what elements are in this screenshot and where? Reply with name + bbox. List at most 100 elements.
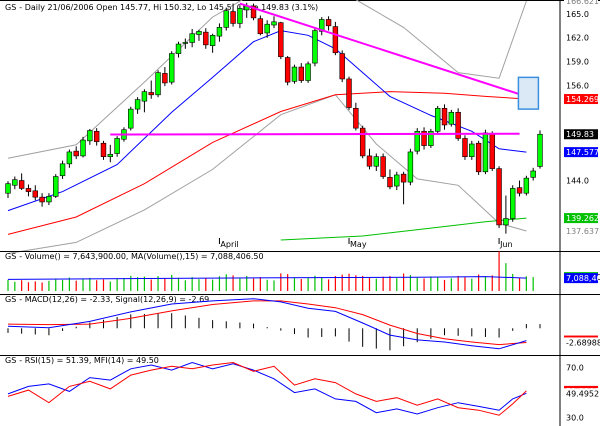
candlestick <box>489 131 495 171</box>
panel-separator <box>0 251 600 252</box>
candle-body <box>400 173 407 183</box>
panel-separator <box>0 0 600 1</box>
candle-body <box>230 11 236 24</box>
header-symbol: GS <box>5 295 16 304</box>
volume-ma-line <box>7 276 527 280</box>
candlestick <box>53 174 59 198</box>
candle-body <box>312 30 318 64</box>
value-tag-box <box>564 129 598 140</box>
candle-body <box>141 91 148 102</box>
header-text: - MACD(12,26) = -2.33, Signal(12,26,9) =… <box>19 295 209 304</box>
y-tick-label: 162.0 <box>566 34 589 43</box>
candle-body <box>346 78 352 108</box>
candlestick <box>223 7 229 31</box>
candle-body <box>366 155 373 167</box>
candle-body <box>182 42 189 44</box>
candlestick <box>428 128 434 148</box>
candle-body <box>462 138 468 158</box>
candle-body <box>66 151 73 165</box>
candlestick <box>448 109 455 127</box>
y-tick-label: 30.0 <box>566 414 584 423</box>
trendline <box>110 132 520 136</box>
candle-body <box>53 176 59 197</box>
candlestick <box>87 128 93 145</box>
candle-body <box>162 73 168 84</box>
candle-body <box>394 174 400 187</box>
rsi-line <box>7 361 527 416</box>
candle-body <box>12 179 18 186</box>
candlestick <box>284 55 291 86</box>
value-tag-text: 149.83 <box>566 130 594 139</box>
value-tag-text: 49.4952 <box>566 389 599 398</box>
candlestick <box>366 148 373 170</box>
bollinger-upper-line <box>7 0 527 159</box>
candlestick <box>523 175 530 196</box>
candle-body <box>93 131 100 142</box>
candlestick <box>516 180 523 197</box>
candlestick <box>196 29 202 41</box>
candlestick <box>141 89 148 113</box>
candle-body <box>18 180 25 189</box>
candle-body <box>298 66 304 81</box>
value-tag-box <box>564 273 598 284</box>
candle-body <box>25 188 32 192</box>
candlestick <box>162 67 168 87</box>
candle-body <box>114 138 120 154</box>
candle-body <box>339 53 345 80</box>
panel-separator <box>0 294 600 295</box>
candle-body <box>237 8 243 24</box>
candlestick <box>394 171 400 191</box>
candlestick <box>237 5 243 29</box>
panel-header: GS - Volume() = 7,643,900.00, MA(Volume()… <box>5 252 264 261</box>
y-tick-label: 70.0 <box>566 364 584 373</box>
value-tag: 149.83 <box>564 129 598 140</box>
candlestick <box>319 17 325 36</box>
candlestick <box>59 160 66 179</box>
candle-body <box>421 131 427 146</box>
candlestick <box>298 63 304 83</box>
candle-body <box>271 21 277 26</box>
value-tag: 147.577 <box>564 147 599 158</box>
candlestick <box>325 16 332 31</box>
candle-body <box>59 163 66 177</box>
candle-body <box>5 183 11 194</box>
header-symbol: GS <box>5 3 16 12</box>
candlestick <box>339 50 345 83</box>
candle-body <box>107 154 114 158</box>
panel-header: GS - MACD(12,26) = -2.33, Signal(12,26,9)… <box>5 295 209 304</box>
candlestick <box>475 140 482 175</box>
candle-body <box>510 188 516 219</box>
highlight-box <box>517 76 540 110</box>
candlestick <box>148 80 154 99</box>
value-tag-box <box>564 94 598 105</box>
value-tag: -2.68988 <box>564 337 600 348</box>
candle-body <box>196 31 202 35</box>
candle-body <box>530 170 536 178</box>
header-symbol: GS <box>5 356 16 365</box>
candle-body <box>475 142 482 173</box>
candlestick <box>312 28 318 67</box>
candlestick <box>189 28 195 48</box>
candle-body <box>503 218 509 226</box>
candlestick <box>155 70 161 98</box>
candlestick <box>100 140 107 160</box>
candlestick <box>421 127 427 150</box>
candlestick <box>305 61 311 83</box>
candlestick <box>32 185 38 201</box>
candle-body <box>448 111 455 125</box>
candlestick <box>346 76 352 110</box>
moving-average-slow-line <box>280 217 527 241</box>
value-tag-box <box>564 388 598 399</box>
candle-body <box>482 132 489 173</box>
value-tag: 7,088,406 <box>564 273 600 284</box>
value-tag-box <box>564 337 598 348</box>
candle-body <box>373 156 380 167</box>
value-tag-text: 166.621 <box>566 0 599 6</box>
candle-body <box>32 190 38 198</box>
candlestick <box>128 106 134 131</box>
header-text: - Volume() = 7,643,900.00, MA(Volume(),1… <box>19 252 263 261</box>
candlestick <box>503 195 509 234</box>
candlestick <box>257 15 264 36</box>
candlestick <box>134 97 141 114</box>
mfi-line <box>7 361 527 415</box>
